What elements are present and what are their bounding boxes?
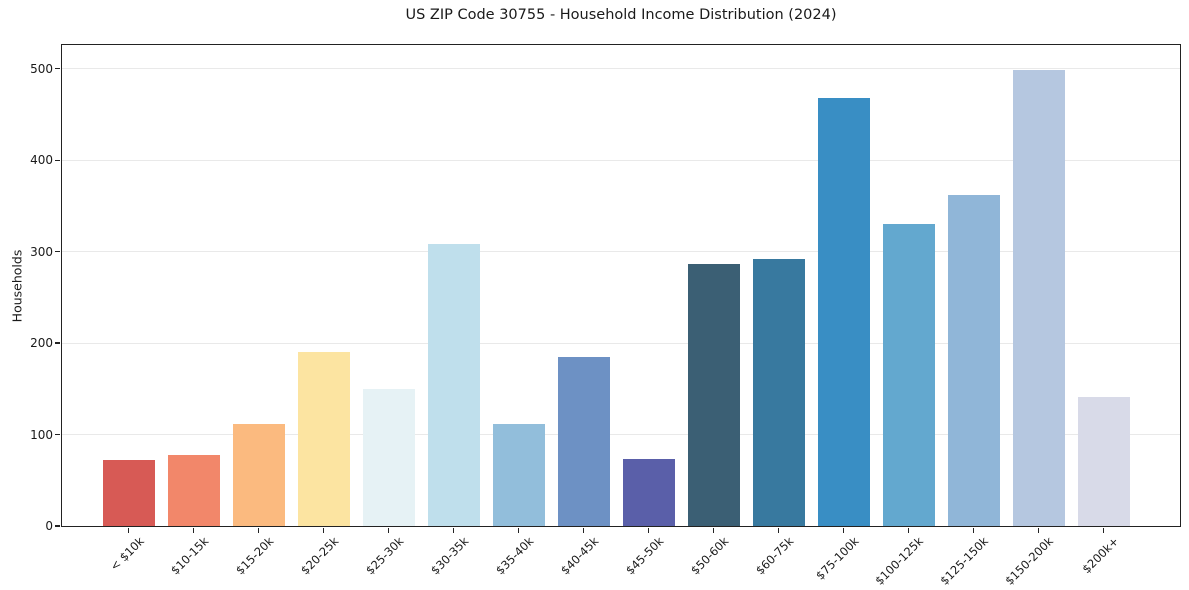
x-tick-mark [192,528,195,533]
x-tick-mark [322,528,325,533]
x-tick-mark [1037,528,1040,533]
bar [492,423,545,526]
x-tick-label: $125-150k [937,534,992,588]
plot-area: 0 100 200 300 400 500 < $10k $10-15k $15-20k $20-… [30,44,1181,588]
x-tick-label: $200k+ [1079,534,1122,577]
bar [882,224,935,526]
x-tick-mark [647,528,650,533]
y-tick-label: 400 [30,153,53,168]
y-tick-label: 200 [30,336,53,351]
x-tick-label: $75-100k [812,534,862,583]
x-tick-label: $100-125k [872,534,927,588]
x-tick-mark [517,528,520,533]
bar [557,356,610,526]
x-tick-label: $150-200k [1002,534,1057,588]
x-tick-mark [972,528,975,533]
y-tick-mark [55,525,60,527]
bar [947,194,1000,526]
gridline [62,342,1180,344]
x-tick-label: $50-60k [687,534,732,578]
x-tick-label: $60-75k [752,534,797,578]
x-tick-mark [582,528,585,533]
x-tick-label: $45-50k [622,534,667,578]
x-tick-mark [452,528,455,533]
gridline [62,68,1180,70]
bar [1077,397,1130,526]
y-axis-label: Households [9,249,25,323]
y-tick-mark [55,68,60,70]
x-tick-mark [1102,528,1105,533]
gridline [62,251,1180,253]
x-tick-label: $40-45k [557,534,602,578]
bar [687,264,740,526]
x-tick-mark [907,528,910,533]
x-tick-mark [387,528,390,533]
chart-title: US ZIP Code 30755 - Household Income Dis… [405,7,837,23]
y-tick-mark [55,342,60,344]
bar [752,258,805,526]
bar [232,423,285,526]
x-tick-mark [127,528,130,533]
bar [167,454,220,526]
x-tick-mark [257,528,260,533]
x-tick-label: $30-35k [427,534,472,578]
gridline [62,159,1180,161]
bar [102,460,155,526]
bar [817,98,870,526]
x-tick-label: $10-15k [167,534,212,578]
x-tick-label: $20-25k [297,534,342,578]
x-tick-label: $35-40k [492,534,537,578]
bar [297,352,350,526]
x-tick-mark [777,528,780,533]
y-tick-label: 300 [30,244,53,259]
x-tick-mark [712,528,715,533]
bar [1012,69,1065,526]
y-tick-label: 0 [45,519,53,533]
y-tick-mark [55,251,60,253]
y-tick-mark [55,433,60,436]
bar [362,388,415,526]
bar [427,244,480,526]
x-tick-label: < $10k [106,534,147,574]
y-tick-label: 100 [30,427,53,442]
x-tick-mark [842,528,845,533]
x-tick-label: $15-20k [232,534,277,578]
y-tick-label: 500 [30,61,53,76]
bar [622,459,675,526]
y-tick-mark [55,159,60,161]
gridline [62,434,1180,436]
x-tick-label: $25-30k [362,534,407,578]
